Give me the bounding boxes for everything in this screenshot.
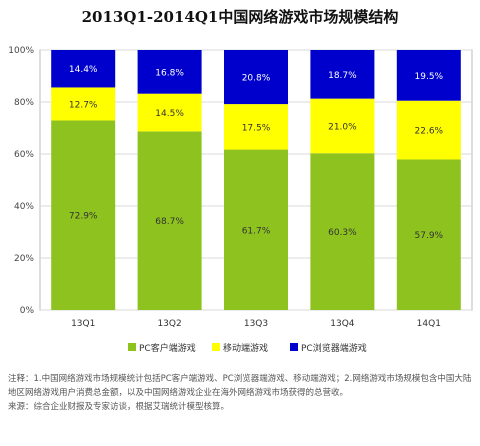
bar-segment (137, 93, 202, 132)
y-tick-label: 20% (14, 254, 34, 264)
bar-segment (310, 153, 375, 310)
legend-label: PC浏览器端游戏 (301, 342, 367, 354)
data-label: 21.0% (328, 122, 357, 132)
bar-segment (224, 104, 288, 150)
data-label: 16.8% (155, 68, 184, 78)
bar-segment (51, 120, 116, 311)
chart-notes: 注释：1.中国网络游戏市场规模统计包括PC客户端游戏、PC浏览器端游戏、移动端游… (8, 372, 472, 414)
bar-segment (224, 149, 288, 310)
data-label: 14.5% (155, 109, 184, 119)
bar-segment (396, 100, 461, 160)
legend-label: 移动端游戏 (223, 342, 268, 354)
y-tick-label: 100% (8, 46, 34, 56)
legend-swatch (128, 343, 136, 351)
legend-label: PC客户端游戏 (139, 342, 196, 354)
x-tick-label: 14Q1 (417, 319, 441, 329)
y-tick-label: 80% (14, 98, 34, 108)
data-label: 12.7% (69, 100, 98, 110)
x-tick-label: 13Q3 (244, 319, 268, 329)
x-tick-label: 13Q2 (157, 319, 181, 329)
data-label: 22.6% (415, 127, 444, 137)
bar-segment (137, 131, 202, 310)
notes-line-1: 注释：1.中国网络游戏市场规模统计包括PC客户端游戏、PC浏览器端游戏、移动端游… (8, 374, 472, 398)
bar-segment (310, 98, 375, 154)
data-label: 17.5% (242, 123, 271, 133)
y-tick-label: 60% (14, 150, 34, 160)
data-label: 20.8% (242, 74, 271, 84)
data-label: 61.7% (242, 226, 271, 236)
bar-segment (51, 50, 116, 88)
bar-segment (396, 159, 461, 310)
y-tick-label: 40% (14, 202, 34, 212)
notes-line-2: 来源：综合企业财报及专家访谈，根据艾瑞统计模型核算。 (8, 402, 230, 412)
x-tick-label: 13Q4 (330, 319, 355, 329)
bar-segment (137, 50, 202, 94)
data-label: 60.3% (328, 228, 357, 238)
legend-swatch (212, 343, 220, 351)
bar-segment (310, 50, 375, 99)
stacked-bar-chart: 0% 20% 40% 60% 80% 100% 72.9% 12.7% 14.4% 13Q1 68.… (8, 46, 473, 354)
data-label: 57.9% (415, 231, 444, 241)
legend-swatch (290, 343, 298, 351)
bar-segment (224, 50, 288, 105)
x-tick-label: 13Q1 (71, 319, 95, 329)
data-label: 18.7% (328, 71, 357, 81)
data-label: 19.5% (415, 72, 444, 82)
bar-segment (396, 50, 461, 101)
data-label: 72.9% (69, 212, 98, 222)
chart-title: 2013Q1-2014Q1中国网络游戏市场规模结构 (81, 8, 399, 26)
bar-segment (51, 87, 116, 121)
data-label: 68.7% (155, 217, 184, 227)
y-tick-label: 0% (20, 306, 35, 316)
data-label: 14.4% (69, 65, 98, 75)
